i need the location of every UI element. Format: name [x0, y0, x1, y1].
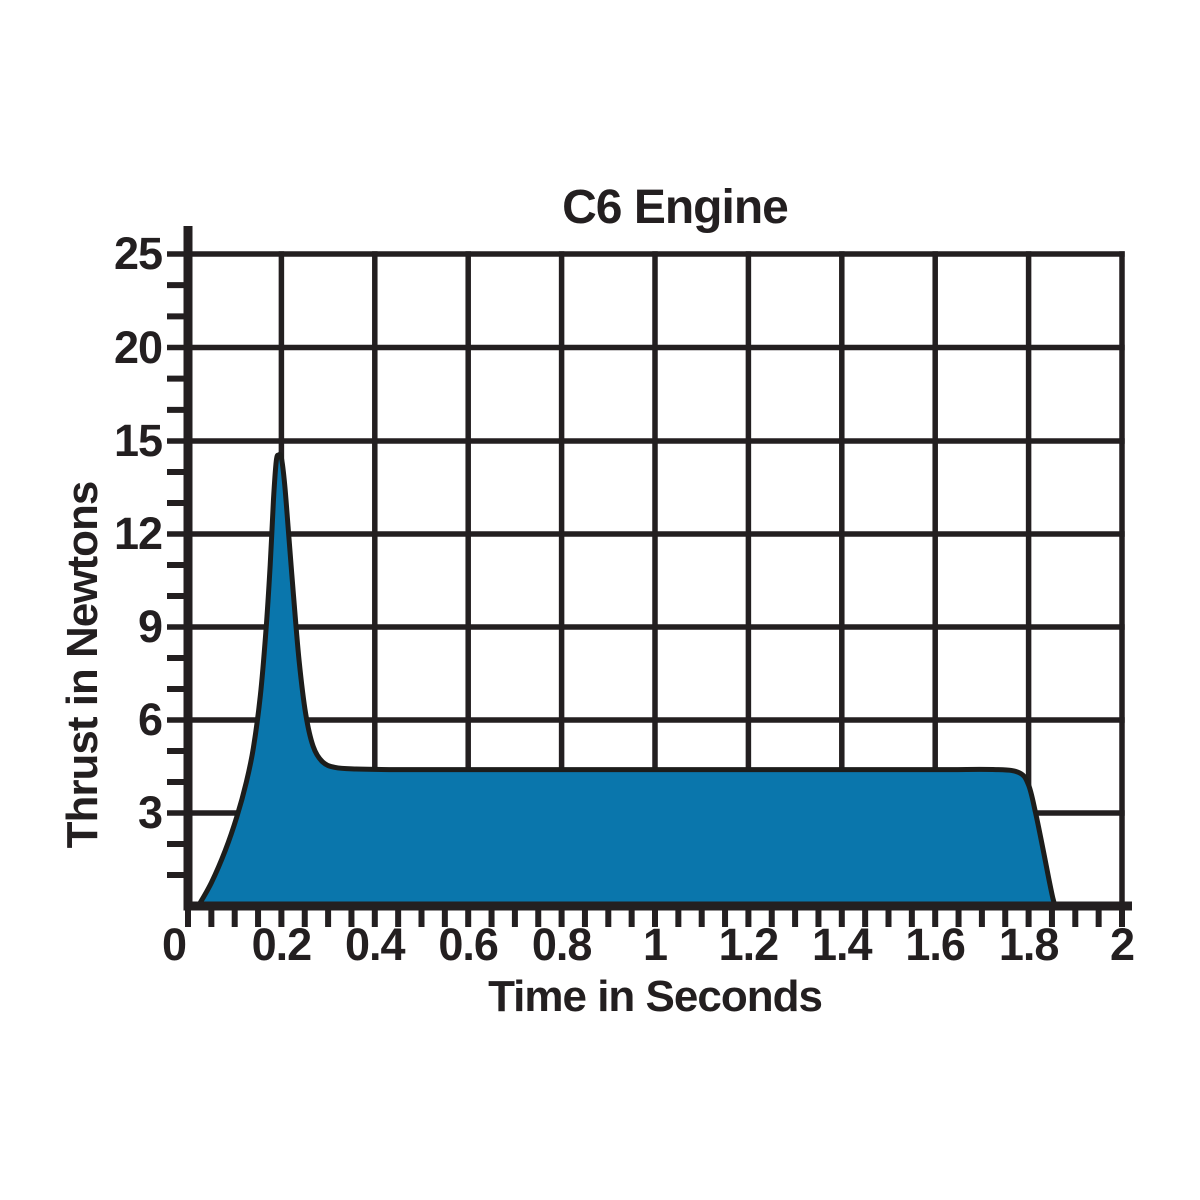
x-tick-label: 1 — [642, 919, 668, 970]
x-tick-label: 0 — [161, 919, 187, 970]
y-tick-label: 20 — [113, 321, 163, 373]
x-tick-label: 0.6 — [438, 919, 499, 970]
y-tick-label: 12 — [113, 508, 163, 559]
y-tick-label: 6 — [137, 694, 163, 745]
x-tick-label: 1.2 — [718, 919, 780, 970]
chart-title-text: C6 Engine — [562, 181, 789, 234]
y-tick-label: 9 — [137, 601, 163, 652]
x-tick-label: 2 — [1109, 919, 1135, 970]
y-tick-label: 3 — [137, 787, 163, 838]
chart-title: C6 Engine — [0, 180, 1200, 235]
y-tick-label: 25 — [113, 228, 163, 279]
x-tick-label: 1.8 — [998, 919, 1060, 970]
x-tick-label: 1.6 — [905, 919, 966, 970]
x-tick-label: 0.2 — [251, 919, 313, 970]
x-axis-title: Time in Seconds — [488, 972, 823, 1021]
thrust-curve-area — [195, 451, 1058, 909]
x-tick-label: 0.8 — [531, 919, 593, 970]
x-tick-label: 1.4 — [812, 919, 873, 970]
x-tick-label: 0.4 — [345, 919, 406, 970]
y-tick-label: 15 — [113, 415, 163, 466]
